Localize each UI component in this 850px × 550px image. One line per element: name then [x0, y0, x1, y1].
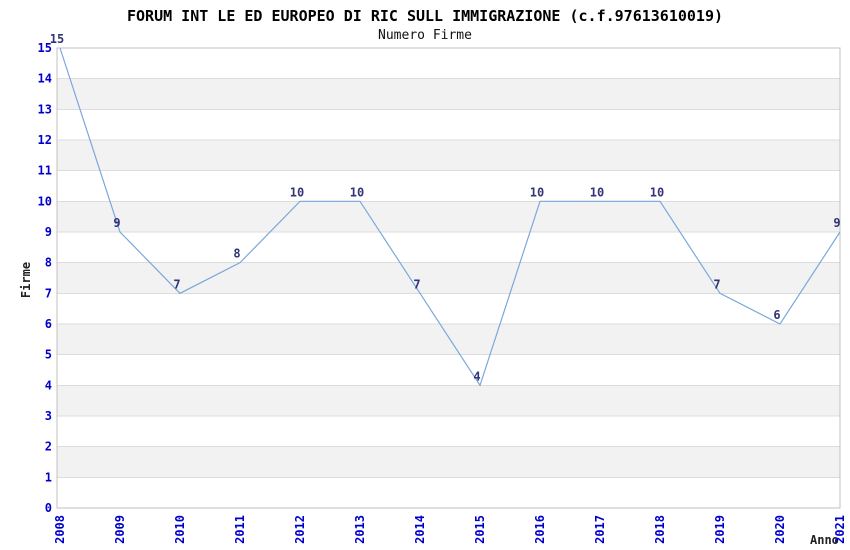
x-tick-label: 2012: [293, 515, 307, 544]
value-label: 8: [233, 247, 240, 261]
value-label: 10: [350, 185, 364, 199]
value-label: 10: [290, 185, 304, 199]
grid-band: [57, 78, 840, 110]
y-tick-label: 8: [45, 256, 52, 270]
x-axis-title: Anno: [810, 533, 839, 547]
y-tick-label: 7: [45, 286, 52, 300]
x-tick-label: 2011: [233, 515, 247, 544]
y-tick-label: 2: [45, 440, 52, 454]
value-label: 4: [473, 369, 480, 383]
plot-border: [56, 47, 841, 509]
y-tick-label: 13: [38, 102, 52, 116]
x-tick-label: 2020: [773, 515, 787, 544]
y-tick-label: 1: [45, 470, 52, 484]
y-tick-label: 12: [38, 133, 52, 147]
grid-band: [57, 385, 840, 416]
x-tick-label: 2008: [53, 515, 67, 544]
series-line: [59, 47, 841, 387]
x-tick-label: 2010: [173, 515, 187, 544]
y-tick-label: 14: [38, 72, 52, 86]
x-tick-label: 2015: [473, 515, 487, 544]
grid-band: [57, 324, 840, 355]
value-label: 7: [713, 277, 720, 291]
value-label: 15: [50, 32, 64, 46]
x-tick-label: 2013: [353, 515, 367, 544]
value-label: 10: [650, 185, 664, 199]
y-tick-label: 3: [45, 409, 52, 423]
y-tick-label: 11: [38, 164, 52, 178]
x-tick-label: 2009: [113, 515, 127, 544]
x-tick-label: 2021: [833, 515, 847, 544]
x-tick-label: 2017: [593, 515, 607, 544]
x-tick-label: 2016: [533, 515, 547, 544]
y-tick-label: 15: [38, 41, 52, 55]
value-label: 10: [590, 185, 604, 199]
y-tick-label: 5: [45, 348, 52, 362]
grid-band: [57, 446, 840, 478]
y-tick-label: 0: [45, 501, 52, 515]
y-tick-label: 6: [45, 317, 52, 331]
y-tick-label: 9: [45, 225, 52, 239]
value-label: 7: [173, 277, 180, 291]
chart-title: FORUM INT LE ED EUROPEO DI RIC SULL IMMI…: [126, 7, 724, 25]
grid-band: [57, 140, 840, 171]
value-label: 9: [113, 216, 120, 230]
grid-band: [57, 201, 840, 232]
x-tick-label: 2014: [413, 515, 427, 544]
y-tick-label: 10: [38, 194, 52, 208]
x-tick-label: 2019: [713, 515, 727, 544]
chart-subtitle: Numero Firme: [378, 28, 472, 43]
x-tick-label: 2018: [653, 515, 667, 544]
value-label: 6: [773, 308, 780, 322]
value-label: 10: [530, 185, 544, 199]
y-tick-label: 4: [45, 378, 52, 392]
value-label: 9: [833, 216, 840, 230]
value-label: 7: [413, 277, 420, 291]
